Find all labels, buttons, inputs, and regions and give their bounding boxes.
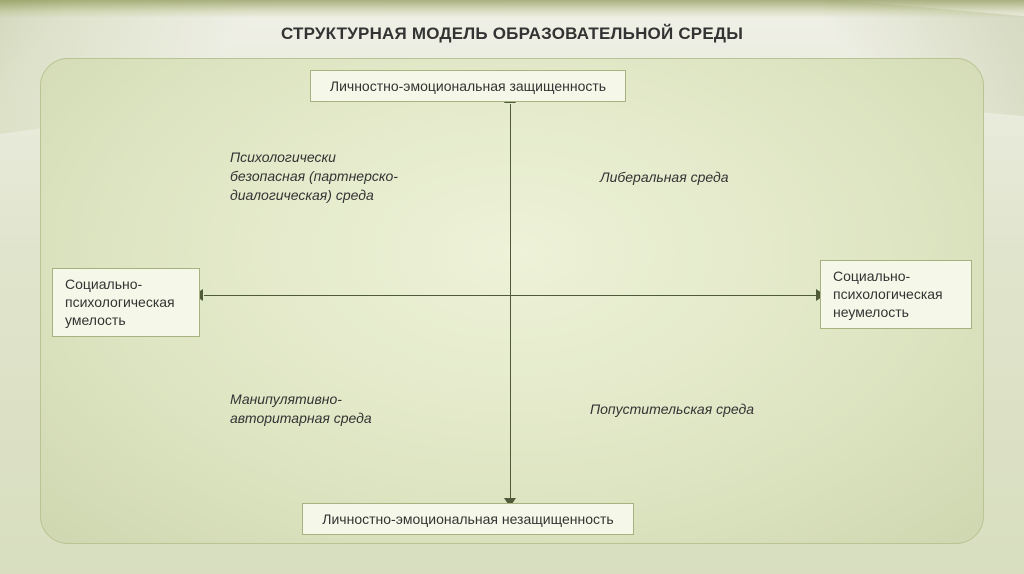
quadrant-bottom-right: Попустительская среда (590, 400, 754, 419)
page-title: СТРУКТУРНАЯ МОДЕЛЬ ОБРАЗОВАТЕЛЬНОЙ СРЕДЫ (0, 24, 1024, 44)
axis-label-right: Социально- психологическая неумелость (820, 260, 972, 329)
axis-label-bottom: Личностно-эмоциональная незащищенность (302, 503, 634, 535)
horizontal-axis-line (204, 295, 816, 296)
axis-label-top: Личностно-эмоциональная защищенность (310, 70, 626, 102)
vertical-axis-line (510, 104, 511, 498)
quadrant-bottom-left: Манипулятивно- авторитарная среда (230, 390, 372, 428)
axis-label-left: Социально- психологическая умелость (52, 268, 200, 337)
quadrant-top-right: Либеральная среда (600, 168, 729, 187)
quadrant-top-left: Психологически безопасная (партнерско- д… (230, 148, 398, 205)
